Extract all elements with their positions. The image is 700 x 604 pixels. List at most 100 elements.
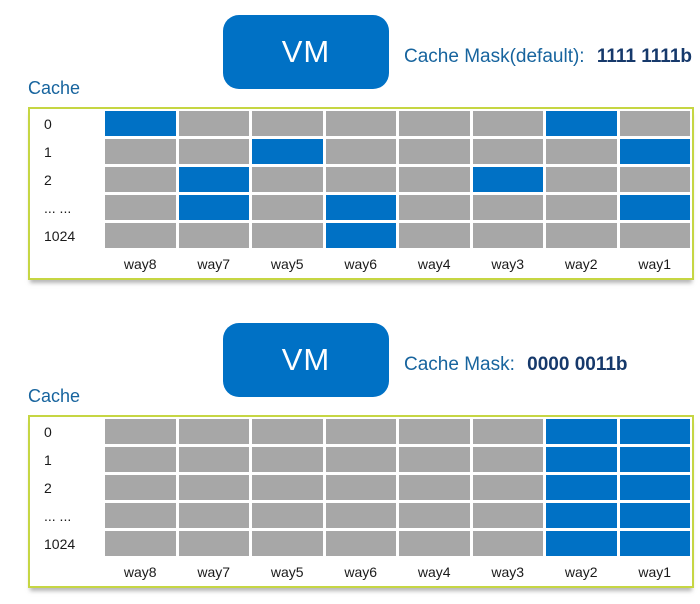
cache-cell-way6 <box>325 475 396 500</box>
way-label: way3 <box>472 559 543 584</box>
cache-cell-way8 <box>105 419 176 444</box>
cache-table-restricted: 0 1 2... ... 1024 way8 way7 way5 way6 way4 way3 wa… <box>28 415 694 588</box>
cache-cell-way8 <box>105 475 176 500</box>
row-label: 1024 <box>32 223 102 248</box>
cache-cell-way3 <box>472 139 543 164</box>
way-label: way6 <box>325 559 396 584</box>
cache-cell-way1 <box>619 167 690 192</box>
cache-cell-way6 <box>325 419 396 444</box>
cache-cell-way1 <box>619 503 690 528</box>
cache-cell-way5 <box>252 447 323 472</box>
cache-cell-way2 <box>546 419 617 444</box>
cache-cell-way8 <box>105 447 176 472</box>
cache-cell-way4 <box>399 503 470 528</box>
cache-cell-way7 <box>178 419 249 444</box>
cache-cell-way4 <box>399 223 470 248</box>
cache-cell-way6 <box>325 503 396 528</box>
row-label: 0 <box>32 111 102 136</box>
cache-cell-way1 <box>619 195 690 220</box>
cache-cell-way5 <box>252 139 323 164</box>
cache-cell-way1 <box>619 419 690 444</box>
cache-cell-way3 <box>472 447 543 472</box>
cache-cell-way6 <box>325 195 396 220</box>
row-label: 0 <box>32 419 102 444</box>
cache-mask-label: Cache Mask: <box>404 354 515 375</box>
way-label: way5 <box>252 559 323 584</box>
cache-cell-way6 <box>325 223 396 248</box>
row-label: ... ... <box>32 195 102 220</box>
cache-cell-way1 <box>619 531 690 556</box>
cache-cell-way1 <box>619 111 690 136</box>
cache-mask-line-restricted: Cache Mask: 0000 0011b <box>404 354 628 376</box>
cache-cell-way3 <box>472 223 543 248</box>
cache-cell-way7 <box>178 195 249 220</box>
cache-cell-way2 <box>546 139 617 164</box>
corner-spacer <box>32 251 102 276</box>
row-label: 1024 <box>32 531 102 556</box>
cache-cell-way7 <box>178 139 249 164</box>
cache-cell-way3 <box>472 475 543 500</box>
cache-cell-way2 <box>546 475 617 500</box>
cache-cell-way4 <box>399 167 470 192</box>
cache-cell-way4 <box>399 419 470 444</box>
way-label: way7 <box>178 251 249 276</box>
cache-cell-way5 <box>252 167 323 192</box>
cache-table-default: 0 1 2... ... 1024 way8 way7 way5 way6 way4 way3 wa… <box>28 107 694 280</box>
cache-cell-way1 <box>619 223 690 248</box>
row-label: 2 <box>32 167 102 192</box>
cache-cell-way7 <box>178 503 249 528</box>
cache-cell-way7 <box>178 167 249 192</box>
cache-cell-way3 <box>472 531 543 556</box>
row-label: 1 <box>32 447 102 472</box>
cache-cell-way2 <box>546 111 617 136</box>
corner-spacer <box>32 559 102 584</box>
cache-cell-way6 <box>325 167 396 192</box>
cache-cell-way8 <box>105 531 176 556</box>
vm-label: VM <box>281 342 331 377</box>
row-label: 2 <box>32 475 102 500</box>
cache-cell-way3 <box>472 419 543 444</box>
way-label: way8 <box>105 559 176 584</box>
cache-mask-value: 0000 0011b <box>527 354 628 375</box>
cache-cell-way7 <box>178 223 249 248</box>
cache-cell-way8 <box>105 111 176 136</box>
cache-cell-way8 <box>105 139 176 164</box>
cache-cell-way4 <box>399 475 470 500</box>
cache-cell-way4 <box>399 531 470 556</box>
cache-cell-way1 <box>619 139 690 164</box>
cache-cell-way4 <box>399 139 470 164</box>
cache-mask-value: 1111 1111b <box>596 46 692 67</box>
cache-cell-way3 <box>472 195 543 220</box>
cache-cell-way5 <box>252 475 323 500</box>
cache-cell-way8 <box>105 223 176 248</box>
way-label: way2 <box>546 251 617 276</box>
cache-cell-way2 <box>546 167 617 192</box>
cache-cell-way4 <box>399 195 470 220</box>
cache-mask-line-default: Cache Mask(default): 1111 1111b <box>404 46 692 68</box>
cache-cell-way2 <box>546 195 617 220</box>
cache-cell-way7 <box>178 475 249 500</box>
cache-cell-way2 <box>546 503 617 528</box>
vm-box-default: VM <box>223 15 389 89</box>
cache-cell-way2 <box>546 223 617 248</box>
cache-cell-way7 <box>178 111 249 136</box>
cache-cell-way8 <box>105 195 176 220</box>
cache-cell-way8 <box>105 167 176 192</box>
cache-cell-way5 <box>252 503 323 528</box>
cache-cell-way5 <box>252 223 323 248</box>
cache-cell-way6 <box>325 447 396 472</box>
cache-cell-way7 <box>178 447 249 472</box>
cache-cell-way6 <box>325 531 396 556</box>
cache-cell-way3 <box>472 503 543 528</box>
cache-cell-way5 <box>252 111 323 136</box>
way-label: way4 <box>399 251 470 276</box>
cache-cell-way5 <box>252 195 323 220</box>
cache-cell-way6 <box>325 111 396 136</box>
way-label: way5 <box>252 251 323 276</box>
cache-cell-way5 <box>252 419 323 444</box>
cache-cell-way2 <box>546 531 617 556</box>
row-label: 1 <box>32 139 102 164</box>
cache-cell-way7 <box>178 531 249 556</box>
row-label: ... ... <box>32 503 102 528</box>
